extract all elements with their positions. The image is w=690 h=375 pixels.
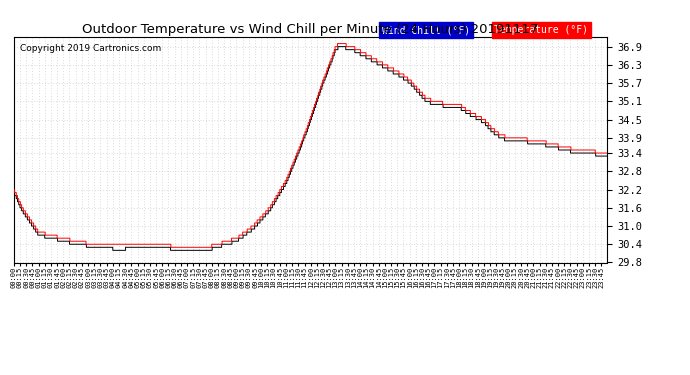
Text: Copyright 2019 Cartronics.com: Copyright 2019 Cartronics.com bbox=[20, 44, 161, 53]
Title: Outdoor Temperature vs Wind Chill per Minute (24 Hours) 20191117: Outdoor Temperature vs Wind Chill per Mi… bbox=[82, 23, 539, 36]
Text: Temperature (°F): Temperature (°F) bbox=[495, 25, 589, 35]
Text: Wind Chill (°F): Wind Chill (°F) bbox=[382, 25, 470, 35]
